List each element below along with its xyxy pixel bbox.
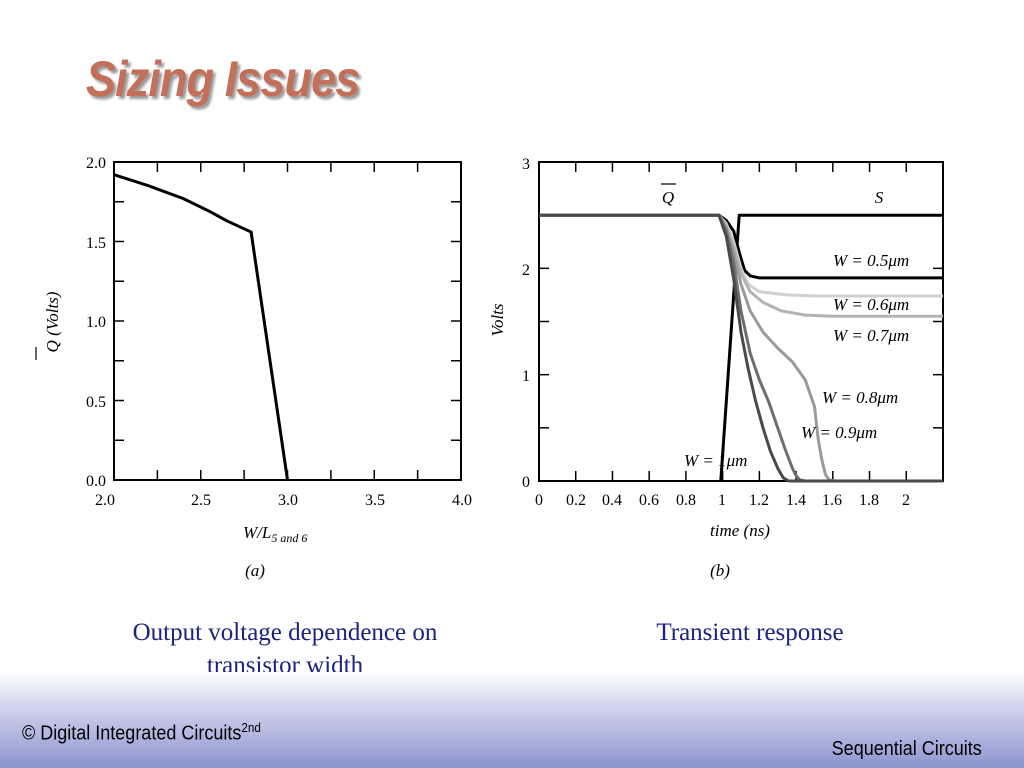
chart-b-xtick: 1 (718, 492, 726, 509)
chart-a-ytick: 1.5 (86, 235, 106, 252)
chart-a-ticks (113, 161, 462, 481)
chart-b-xtick: 1.2 (749, 492, 769, 509)
chart-a-xtick: 4.0 (452, 492, 472, 509)
footer-right: Sequential Circuits (831, 738, 982, 760)
chart-a-xtick: 3.0 (278, 492, 298, 509)
chart-b-series-0 (719, 213, 943, 482)
caption-b: Transient response (656, 619, 844, 646)
chart-b-xtick: 0.6 (639, 492, 659, 509)
chart-b-ylabel: Volts (488, 303, 507, 336)
chart-b-xtick: 0.8 (676, 492, 696, 509)
chart-b-series-4 (539, 213, 943, 483)
chart-a-ytick: 2.0 (86, 155, 106, 172)
footer-left: © Digital Integrated Circuits2nd (22, 720, 261, 746)
chart-b-ytick: 0 (522, 474, 530, 491)
chart-a-xlabel: W/L5 and 6 (243, 523, 307, 545)
chart-b-sublabel: (b) (710, 561, 730, 580)
footer-left-text: © Digital Integrated Circuits (22, 722, 242, 745)
chart-a-series-0 (113, 173, 289, 481)
chart-b-xtick: 1.4 (786, 492, 806, 509)
chart-a-xtick: 2.0 (95, 492, 115, 509)
chart-b: 0 0.2 0.4 0.6 0.8 1 1.2 1.4 1.6 1.8 2 0 … (488, 156, 944, 580)
chart-b-xtick: 0.2 (566, 492, 586, 509)
chart-b-xtick: 0 (535, 492, 543, 509)
slide-title: Sizing Issues (86, 51, 360, 107)
chart-b-annotation-s: S (875, 188, 884, 207)
chart-b-annotation-w05: W = 0.5μm (833, 251, 909, 270)
chart-b-xtick: 2 (902, 492, 910, 509)
footer-left-sup: 2nd (241, 720, 261, 735)
chart-b-ytick: 3 (522, 156, 530, 173)
chart-a-ytick: 0.5 (86, 394, 106, 411)
chart-b-ytick: 2 (522, 262, 530, 279)
chart-a-frame (113, 161, 462, 481)
chart-b-ytick: 1 (522, 368, 530, 385)
chart-b-xtick: 1.8 (859, 492, 879, 509)
chart-b-xlabel: time (ns) (710, 521, 770, 540)
chart-b-annotation-q: Q (662, 188, 674, 207)
chart-b-xtick: 1.6 (822, 492, 842, 509)
chart-a-ytick: 0.0 (86, 473, 106, 490)
chart-a: 2.0 2.5 3.0 3.5 4.0 0.0 0.5 1.0 1.5 2.0 … (35, 155, 472, 580)
chart-b-series-5 (539, 213, 943, 483)
chart-a-ytick: 1.0 (86, 314, 106, 331)
chart-a-xtick: 3.5 (365, 492, 385, 509)
chart-b-xtick: 0.4 (602, 492, 622, 509)
chart-a-xtick: 2.5 (191, 492, 211, 509)
chart-b-annotation-w09: W = 0.9μm (801, 423, 877, 442)
chart-b-annotation-w07: W = 0.7μm (833, 326, 909, 345)
chart-b-series (539, 213, 943, 483)
chart-b-annotation-w1: W = 1μm (684, 451, 747, 470)
footer-band (0, 672, 1024, 768)
chart-a-ylabel: Q (Volts) (43, 291, 62, 352)
chart-a-sublabel: (a) (245, 561, 265, 580)
chart-b-annotation-w08: W = 0.8μm (822, 388, 898, 407)
chart-a-series (113, 173, 289, 481)
chart-b-series-6 (539, 213, 943, 483)
chart-b-annotation-w06: W = 0.6μm (833, 295, 909, 314)
